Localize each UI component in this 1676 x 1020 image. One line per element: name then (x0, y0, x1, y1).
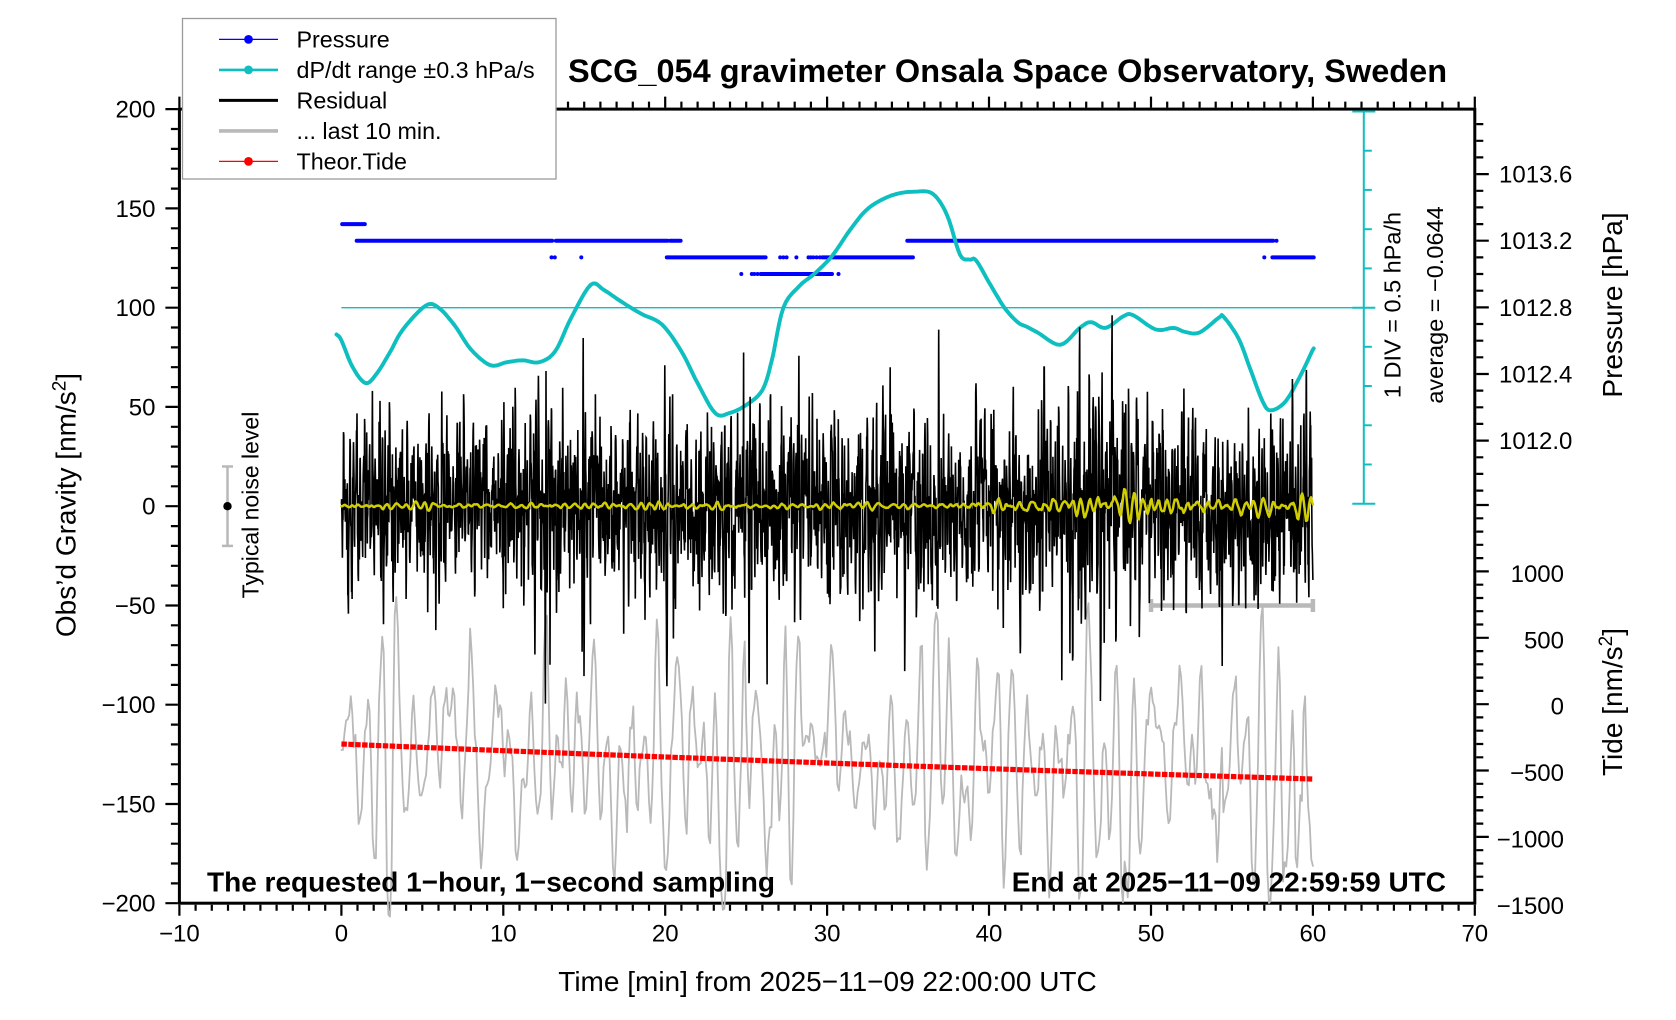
svg-text:−200: −200 (101, 891, 155, 918)
svg-text:−100: −100 (101, 692, 155, 719)
svg-text:1013.6: 1013.6 (1499, 162, 1572, 189)
svg-text:average = −0.0644: average = −0.0644 (1422, 206, 1448, 403)
svg-text:Typical noise level: Typical noise level (238, 412, 264, 599)
svg-text:50: 50 (129, 394, 156, 421)
svg-text:−1000: −1000 (1497, 826, 1564, 853)
svg-text:Time [min] from 2025−11−09 22:: Time [min] from 2025−11−09 22:00:00 UTC (558, 966, 1097, 997)
svg-text:SCG_054 gravimeter Onsala Spac: SCG_054 gravimeter Onsala Space Observat… (568, 53, 1447, 89)
svg-text:−50: −50 (115, 593, 156, 620)
svg-text:Residual: Residual (297, 88, 388, 114)
svg-text:1 DIV = 0.5 hPa/h: 1 DIV = 0.5 hPa/h (1380, 212, 1406, 398)
svg-text:End at 2025−11−09 22:59:59 UTC: End at 2025−11−09 22:59:59 UTC (1012, 867, 1446, 898)
svg-text:1012.8: 1012.8 (1499, 295, 1572, 322)
svg-text:−150: −150 (101, 791, 155, 818)
svg-text:The requested 1−hour, 1−second: The requested 1−hour, 1−second sampling (207, 867, 775, 898)
svg-text:1012.0: 1012.0 (1499, 428, 1572, 455)
svg-text:Tide [nm/s2]: Tide [nm/s2] (1596, 628, 1628, 776)
svg-text:10: 10 (490, 921, 517, 948)
svg-text:0: 0 (1551, 694, 1564, 721)
svg-text:−1500: −1500 (1497, 893, 1564, 920)
svg-text:1013.2: 1013.2 (1499, 228, 1572, 255)
svg-text:200: 200 (115, 97, 155, 124)
svg-text:1012.4: 1012.4 (1499, 361, 1572, 388)
svg-text:60: 60 (1300, 921, 1327, 948)
svg-text:30: 30 (814, 921, 841, 948)
svg-text:70: 70 (1461, 921, 1488, 948)
svg-text:40: 40 (976, 921, 1003, 948)
svg-text:Pressure: Pressure (297, 27, 390, 53)
svg-text:−500: −500 (1510, 760, 1564, 787)
svg-text:Theor.Tide: Theor.Tide (297, 149, 408, 175)
svg-text:... last 10 min.: ... last 10 min. (297, 118, 442, 144)
svg-text:50: 50 (1138, 921, 1165, 948)
svg-text:dP/dt range ±0.3 hPa/s: dP/dt range ±0.3 hPa/s (297, 57, 535, 83)
svg-text:0: 0 (142, 494, 155, 521)
svg-text:100: 100 (115, 295, 155, 322)
svg-text:150: 150 (115, 196, 155, 223)
svg-text:20: 20 (652, 921, 679, 948)
svg-text:1000: 1000 (1511, 561, 1564, 588)
svg-text:Pressure [hPa]: Pressure [hPa] (1597, 212, 1628, 397)
svg-text:500: 500 (1524, 627, 1564, 654)
svg-text:−10: −10 (159, 921, 200, 948)
svg-text:Obs’d Gravity [nm/s2]: Obs’d Gravity [nm/s2] (50, 373, 82, 637)
svg-text:0: 0 (335, 921, 348, 948)
